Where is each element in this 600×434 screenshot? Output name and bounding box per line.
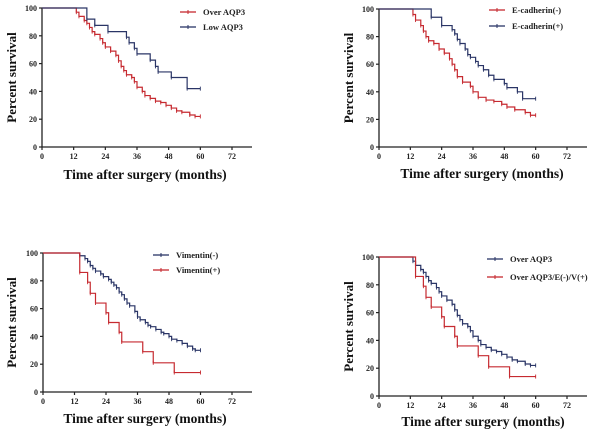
km-panel-4: 0 20 40 60 80 100 0 12 24 36 48 60 72 Percent surviva…: [341, 253, 588, 429]
x-tick-label: 72: [228, 397, 236, 406]
y-tick-label: 20: [366, 115, 374, 124]
y-tick-label: 100: [362, 253, 374, 262]
y-tick-label: 80: [30, 277, 38, 286]
survival-curve-1: [42, 7, 201, 118]
legend-label: Over AQP3/E(-)/V(+): [510, 272, 588, 282]
legend-label: E-cadherin(+): [512, 21, 563, 31]
y-tick-label: 60: [30, 305, 38, 314]
x-tick-label: 36: [134, 397, 142, 406]
x-axis-label: Time after surgery (months): [63, 167, 226, 182]
x-axis-label: Time after surgery (months): [63, 411, 226, 426]
y-tick-label: 80: [366, 33, 374, 42]
x-tick-label: 72: [563, 401, 571, 410]
y-tick-label: 60: [366, 60, 374, 69]
x-tick-label: 72: [228, 152, 236, 161]
legend-label: Vimentin(-): [176, 250, 218, 260]
y-tick-label: 80: [366, 281, 374, 290]
y-tick-label: 20: [29, 115, 37, 124]
x-tick-label: 0: [41, 397, 45, 406]
x-tick-label: 36: [469, 401, 477, 410]
y-tick-label: 100: [362, 5, 374, 14]
x-tick-label: 0: [40, 152, 44, 161]
x-tick-label: 48: [500, 152, 508, 161]
y-tick-label: 40: [366, 88, 374, 97]
x-tick-label: 48: [165, 152, 173, 161]
y-tick-label: 40: [366, 336, 374, 345]
x-tick-label: 48: [165, 397, 173, 406]
legend-label: Over AQP3: [510, 254, 552, 264]
y-tick-label: 0: [370, 143, 374, 152]
x-axis-label: Time after surgery (months): [401, 414, 564, 429]
x-tick-label: 12: [71, 397, 79, 406]
x-tick-label: 24: [101, 152, 109, 161]
y-tick-label: 20: [366, 364, 374, 373]
y-tick-label: 0: [33, 143, 37, 152]
x-tick-label: 60: [532, 401, 540, 410]
y-tick-label: 40: [29, 87, 37, 96]
x-tick-label: 12: [406, 152, 414, 161]
x-tick-label: 36: [469, 152, 477, 161]
x-tick-label: 12: [406, 401, 414, 410]
y-tick-label: 60: [29, 60, 37, 69]
y-tick-label: 0: [370, 392, 374, 401]
x-tick-label: 24: [102, 397, 110, 406]
y-tick-label: 0: [34, 388, 38, 397]
y-axis-label: Percent survival: [4, 32, 19, 123]
x-tick-label: 0: [377, 401, 381, 410]
x-tick-label: 48: [500, 401, 508, 410]
x-tick-label: 60: [197, 397, 205, 406]
km-panel-2: 0 20 40 60 80 100 0 12 24 36 48 60 72 Percent surviva…: [341, 5, 587, 181]
x-axis-label: Time after surgery (months): [400, 166, 563, 181]
survival-curve-2: [42, 7, 201, 90]
x-tick-label: 36: [133, 152, 141, 161]
y-tick-label: 60: [366, 309, 374, 318]
y-axis-label: Percent survival: [341, 32, 356, 123]
y-axis-label: Percent survival: [341, 281, 356, 372]
y-axis-label: Percent survival: [4, 277, 19, 368]
km-panel-1: 0 20 40 60 80 100 0 12 24 36 48 60 72 Percent surviva…: [4, 4, 252, 182]
x-tick-label: 24: [438, 401, 446, 410]
y-tick-label: 100: [25, 4, 37, 13]
legend-label: Over AQP3: [203, 7, 245, 17]
legend-label: Vimentin(+): [176, 265, 220, 275]
y-tick-label: 80: [29, 32, 37, 41]
x-tick-label: 24: [438, 152, 446, 161]
x-tick-label: 72: [563, 152, 571, 161]
km-panel-3: 0 20 40 60 80 100 0 12 24 36 48 60 72 Percent surviva…: [4, 249, 252, 426]
y-tick-label: 100: [26, 249, 38, 258]
x-tick-label: 0: [377, 152, 381, 161]
y-tick-label: 40: [30, 332, 38, 341]
legend-label: E-cadherin(-): [512, 5, 561, 15]
x-tick-label: 60: [196, 152, 204, 161]
x-tick-label: 12: [70, 152, 78, 161]
legend-label: Low AQP3: [203, 22, 243, 32]
y-tick-label: 20: [30, 360, 38, 369]
x-tick-label: 60: [532, 152, 540, 161]
